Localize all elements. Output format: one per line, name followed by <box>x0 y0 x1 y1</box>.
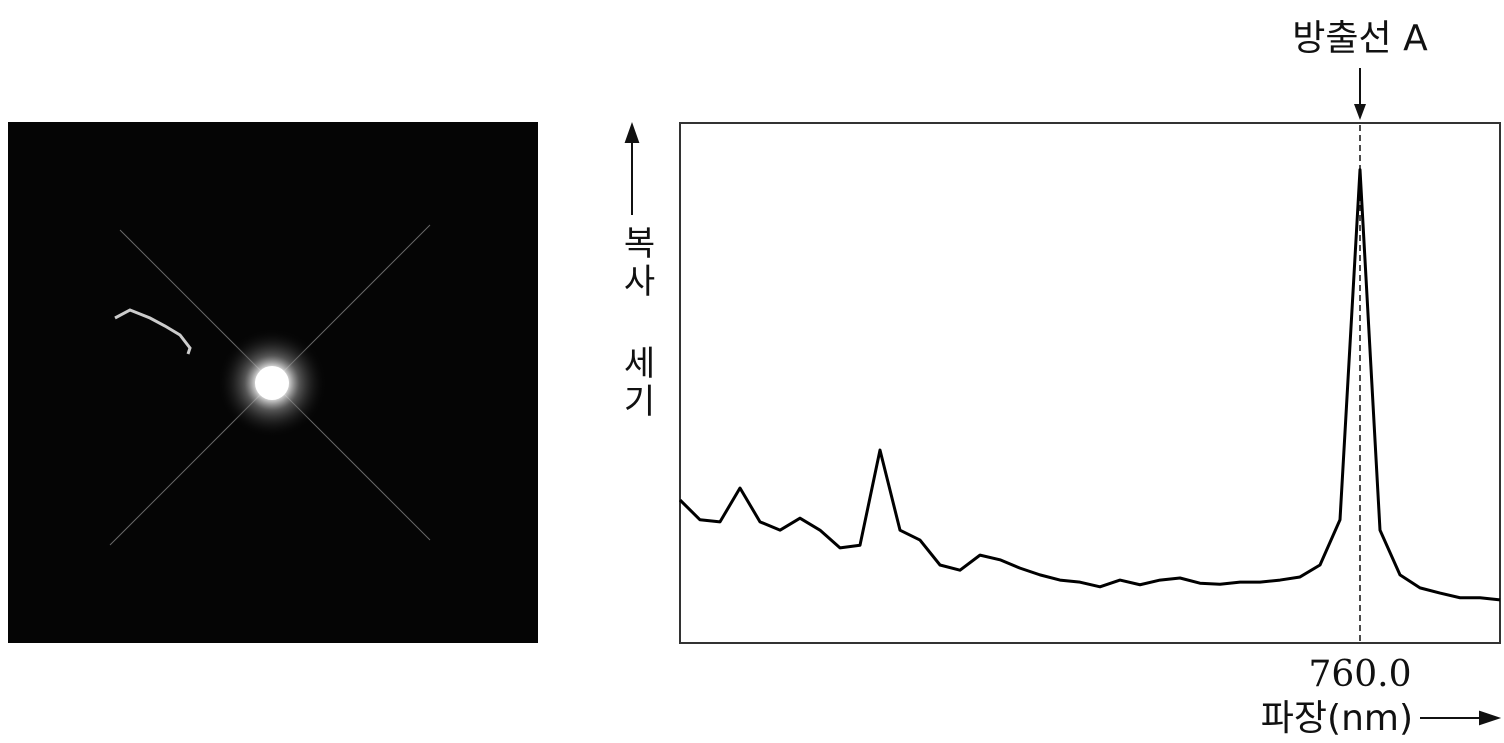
x-tick-label: 760.0 <box>1308 654 1411 695</box>
x-arrow <box>1420 710 1502 726</box>
y-arrow <box>624 121 640 215</box>
annotation: 방출선 A <box>1292 18 1428 59</box>
spectrum-line <box>678 168 1501 602</box>
plot-frame <box>679 122 1501 644</box>
annotation-arrowhead <box>1354 104 1366 120</box>
x-axis-label: 파장(nm) <box>1261 698 1413 739</box>
y-axis-label: 복사 세기 <box>616 225 656 421</box>
quasar-image <box>8 122 538 643</box>
